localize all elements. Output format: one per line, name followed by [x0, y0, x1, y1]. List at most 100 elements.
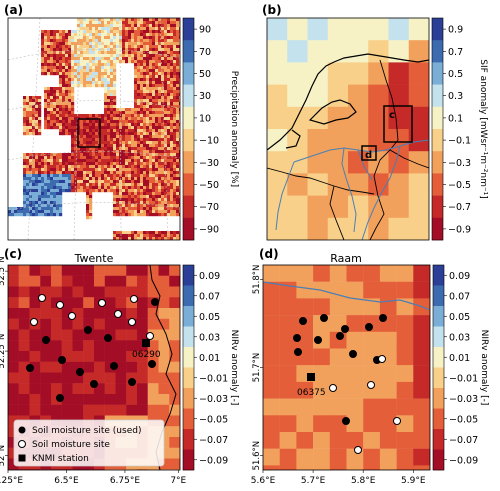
colorbar-tick-label: 90 — [199, 25, 211, 36]
colorbar-bin — [432, 195, 443, 219]
x-tick-label: 6.75°E — [110, 476, 141, 486]
soil-moisture-site — [56, 301, 64, 309]
soil-moisture-site-used — [58, 356, 66, 364]
colorbar-bin — [183, 429, 194, 450]
soil-moisture-site-used — [294, 348, 302, 356]
colorbar-bin — [432, 40, 443, 63]
colorbar-tick-label: 0.5 — [448, 69, 463, 80]
x-tick-label: 7°E — [170, 476, 186, 486]
colorbar-tick-label: −0.9 — [448, 224, 471, 235]
y-tick-label: 51.7°N — [252, 353, 262, 383]
colorbar-tick-label: 0.3 — [448, 91, 463, 102]
colorbar-tick-label: −0.5 — [448, 180, 471, 191]
colorbar-bin — [183, 347, 194, 368]
legend-item-label: Soil moisture site — [32, 440, 110, 450]
soil-moisture-site-used — [349, 350, 357, 358]
soil-moisture-site-used — [379, 314, 387, 322]
soil-moisture-site — [329, 384, 337, 392]
colorbar-tick-label: −50 — [199, 180, 219, 191]
colorbar-tick-label: 0.07 — [199, 291, 220, 302]
soil-moisture-site — [68, 312, 76, 320]
colorbar-tick-label: −70 — [199, 202, 219, 213]
colorbar-tick-label: 0.09 — [449, 271, 470, 282]
soil-moisture-site-used — [320, 314, 328, 322]
colorbar-bin — [183, 40, 194, 63]
soil-moisture-site — [130, 295, 138, 303]
panel-a: (a) 90 70 50 30 10 −10 −30 −50 −70 −90 Precipitat… — [4, 3, 239, 241]
colorbar-tick-label: 10 — [199, 113, 211, 124]
panel-title: Twente — [74, 252, 114, 265]
box-d-label: d — [365, 150, 372, 161]
soil-moisture-site-used — [76, 368, 84, 376]
borders — [267, 59, 429, 240]
soil-moisture-site — [114, 310, 122, 318]
colorbar-tick-label: 0.01 — [449, 353, 470, 364]
soil-moisture-site-used — [84, 326, 92, 334]
panel-label: (c) — [4, 247, 22, 261]
colorbar-tick-label: −0.05 — [449, 414, 478, 425]
colorbar-tick-label: −30 — [199, 158, 219, 169]
colorbar-bin — [183, 217, 194, 241]
colorbar-tick-label: 0.1 — [448, 113, 463, 124]
colorbar-bin — [433, 429, 444, 450]
colorbar: 0.09 0.07 0.05 0.03 0.01 −0.01 −0.03 −0.05 −0.07… — [182, 264, 228, 471]
river-line — [263, 281, 430, 311]
colorbar-tick-label: −10 — [199, 136, 219, 147]
colorbar-tick-label: 30 — [199, 91, 211, 102]
soil-moisture-site-used — [56, 394, 64, 402]
box-d — [361, 145, 377, 161]
panel-b: c d (b) 0.9 0.7 0.5 0.3 0.1 −0.1 −0.3 −0.5 −0.7 −… — [262, 3, 488, 241]
box-c — [383, 105, 413, 143]
soil-moisture-site-used — [336, 332, 344, 340]
box-c-label: c — [389, 110, 395, 121]
panel-d: 06375 (d) Raam 5.6°E 5.7°E 5.8°E 5.9°E 51.8°… — [251, 247, 489, 486]
colorbar-bin — [183, 84, 194, 108]
soil-moisture-site — [367, 381, 375, 389]
colorbar-tick-label: 0.07 — [449, 291, 470, 302]
colorbar-tick-label: 70 — [199, 47, 211, 58]
colorbar-tick-label: −0.1 — [448, 136, 471, 147]
study-area-box — [77, 118, 101, 148]
legend-item-label: KNMI station — [32, 454, 89, 464]
colorbar-bin — [432, 62, 443, 85]
legend: Soil moisture site (used) Soil moisture … — [13, 419, 165, 467]
x-tick-label: 5.7°E — [301, 476, 326, 486]
panel-label: (d) — [259, 247, 279, 261]
soil-moisture-site-used — [90, 380, 98, 388]
soil-moisture-site-used — [293, 334, 301, 342]
soil-moisture-site-used — [365, 323, 373, 331]
colorbar-tick-label: −0.07 — [199, 435, 228, 446]
colorbar-bin — [433, 265, 444, 286]
colorbar-label: NIRv anomaly [-] — [479, 330, 489, 406]
colorbar-tick-label: 0.05 — [199, 312, 220, 323]
rivers — [275, 139, 429, 240]
colorbar-tick-label: −0.07 — [449, 435, 478, 446]
colorbar-bin — [183, 285, 194, 307]
colorbar-bin — [183, 106, 194, 130]
colorbar-bin — [432, 173, 443, 196]
x-tick-label: 6.5°E — [54, 476, 79, 486]
colorbar-tick-label: 0.7 — [448, 47, 463, 58]
colorbar-tick-label: 0.01 — [199, 353, 220, 364]
colorbar-bin — [183, 306, 194, 327]
colorbar-bin — [433, 347, 444, 368]
panel-label: (a) — [4, 3, 23, 17]
soil-moisture-site — [354, 446, 362, 454]
y-tick-label: 52°N — [0, 445, 7, 466]
colorbar-label: NIRv anomaly [-] — [229, 330, 239, 406]
soil-moisture-site-used — [151, 298, 159, 306]
colorbar-bin — [183, 265, 194, 286]
soil-moisture-site-used — [314, 336, 322, 344]
colorbar-tick-label: −0.05 — [199, 414, 228, 425]
colorbar-tick-label: −0.01 — [199, 373, 228, 384]
soil-moisture-site-used — [42, 336, 50, 344]
colorbar-tick-label: 0.9 — [448, 25, 463, 36]
soil-moisture-site-used — [299, 317, 307, 325]
colorbar: 0.9 0.7 0.5 0.3 0.1 −0.1 −0.3 −0.5 −0.7 −0.9 — [431, 17, 471, 241]
soil-moisture-site-used — [26, 364, 34, 372]
graticule — [8, 18, 180, 240]
colorbar-bin — [183, 151, 194, 174]
y-tick-label: 52.5°N — [0, 256, 7, 286]
colorbar-bin — [183, 62, 194, 85]
soil-moisture-site-used — [128, 378, 136, 386]
